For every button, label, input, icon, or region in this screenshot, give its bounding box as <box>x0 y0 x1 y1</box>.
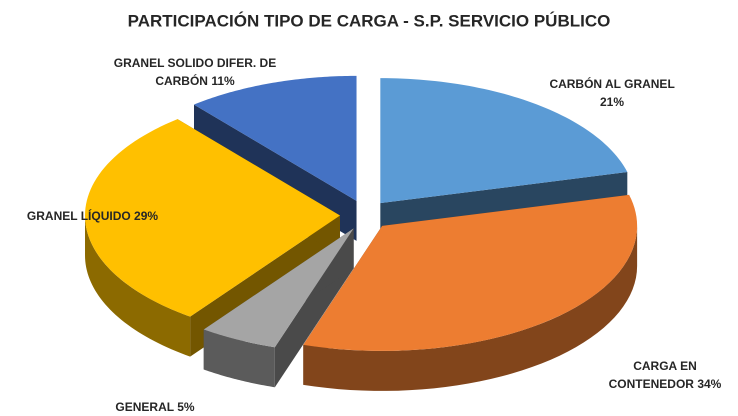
value-label: 11% <box>211 74 235 88</box>
data-label: CARBÓN AL GRANEL 21% <box>537 75 687 111</box>
value-label: 29% <box>134 209 159 223</box>
category-label: GENERAL <box>115 400 174 414</box>
slice-side <box>85 215 191 357</box>
chart-title: PARTICIPACIÓN TIPO DE CARGA - S.P. SERVI… <box>128 11 611 30</box>
slice <box>380 78 628 204</box>
slice-side <box>303 225 638 391</box>
slice <box>203 228 354 388</box>
data-label: CARGA EN CONTENEDOR 34% <box>600 357 730 393</box>
data-label: GRANEL SOLIDO DIFER. DE CARBÓN 11% <box>95 54 295 90</box>
slice <box>85 119 341 317</box>
value-label: 21% <box>599 95 625 109</box>
slice <box>303 194 638 391</box>
category-label: GRANEL LÍQUIDO <box>26 209 131 223</box>
category-label: CARBÓN AL GRANEL <box>549 77 675 91</box>
slice <box>203 228 354 348</box>
category-label: GRANEL SOLIDO DIFER. DE CARBÓN <box>113 56 277 88</box>
slice <box>303 194 638 351</box>
data-label: GRANEL LÍQUIDO 29% <box>5 207 180 225</box>
slice <box>193 75 357 201</box>
slice-side <box>203 329 275 388</box>
value-label: 5% <box>177 400 195 414</box>
value-label: 34% <box>697 377 722 391</box>
data-label: GENERAL 5% <box>95 398 215 416</box>
category-label: CARGA EN CONTENEDOR <box>608 359 697 391</box>
